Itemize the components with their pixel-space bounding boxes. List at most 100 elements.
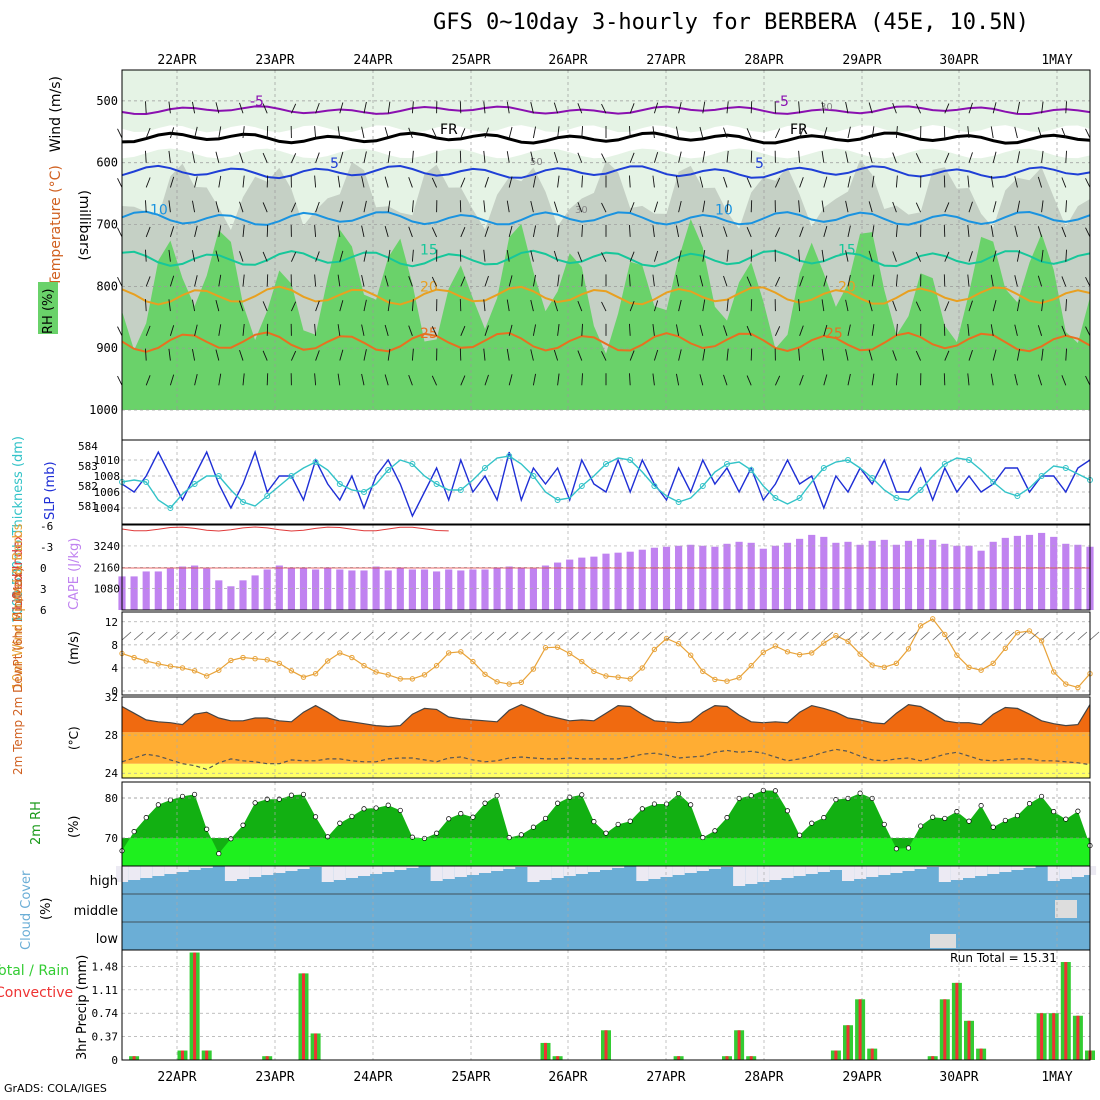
wind-barb	[868, 201, 873, 213]
wind-barb	[242, 274, 245, 287]
wind-barb	[218, 126, 222, 139]
wind-barb	[1061, 127, 1067, 139]
wind-barb	[726, 348, 729, 361]
wind-barb	[194, 374, 198, 386]
cape-bar	[989, 541, 997, 610]
wind-barb	[530, 151, 534, 163]
cape-bar	[638, 549, 646, 610]
precip-convective-bar	[1040, 1013, 1044, 1060]
pressure-axis-label: (millibars)	[76, 190, 92, 261]
wind-barb	[530, 349, 534, 361]
wind-barb	[746, 375, 752, 386]
wind-barb	[581, 323, 583, 336]
rh-point	[506, 835, 512, 841]
wind-speed-point	[542, 645, 549, 651]
wind-speed-point	[688, 652, 694, 658]
date-label-top: 29APR	[842, 53, 881, 68]
isotherm-label: 20	[420, 280, 438, 296]
wind-barb-10m	[799, 631, 809, 641]
wind-barb	[532, 175, 537, 188]
wind-barb	[823, 226, 828, 238]
wind-speed-point	[131, 654, 137, 661]
wind-barb	[1085, 227, 1091, 238]
wind-barb	[746, 128, 752, 139]
wind-barb	[652, 225, 655, 237]
wind-barb	[483, 150, 486, 163]
wind-barb	[168, 150, 171, 163]
wind-barb	[845, 299, 849, 312]
rh-point	[676, 791, 682, 797]
dew-base-fill	[122, 763, 1090, 778]
rh-point	[869, 795, 875, 801]
cape-bar	[493, 567, 501, 610]
wind-barb	[530, 102, 534, 114]
wind-barb	[314, 175, 317, 188]
cloud-clear-high	[345, 866, 358, 878]
wind-barb	[845, 151, 849, 163]
lifted-index-axis-label: Lifted Index	[11, 533, 26, 610]
wind-barb-10m	[194, 631, 204, 641]
temp-line	[121, 703, 1091, 728]
cape-bar	[953, 545, 961, 610]
wind-barb	[460, 128, 466, 139]
wind-speed-point	[288, 668, 295, 674]
wind-barb	[992, 201, 997, 213]
wind-barb-10m	[412, 631, 422, 641]
cape-bar	[215, 580, 223, 610]
wind-barb	[314, 373, 317, 386]
wind-barb	[581, 373, 583, 386]
wind-barb	[408, 177, 413, 188]
wind-barb	[895, 175, 898, 188]
wind-barb	[702, 151, 706, 163]
wind-barb	[315, 152, 320, 163]
rh-high-area	[122, 219, 1090, 410]
wind-barb	[262, 152, 268, 163]
cloud-clear-high	[333, 866, 346, 880]
date-label-bottom: 28APR	[744, 1070, 783, 1085]
wind-barb	[723, 374, 728, 386]
wind-speed-point	[300, 674, 307, 680]
wind-barb	[1037, 176, 1043, 188]
thickness-point	[457, 487, 464, 493]
wind-speed-point	[930, 616, 936, 622]
rh-point	[966, 818, 972, 824]
wind-barb	[484, 226, 489, 238]
wind-barb-10m	[642, 631, 652, 641]
cloud-clear-high	[237, 866, 250, 879]
credit-text: GrADS: COLA/IGES	[4, 1082, 107, 1095]
wind-barb-10m	[230, 631, 241, 641]
cape-bar	[1001, 537, 1009, 610]
precip-convective-bar	[870, 1048, 874, 1060]
wind-speed-point	[1075, 684, 1081, 691]
wind-speed-point	[494, 679, 500, 685]
rh-point	[482, 800, 488, 806]
wind-barb	[553, 250, 559, 262]
date-label-bottom: 22APR	[157, 1070, 196, 1085]
wind-barb	[1065, 299, 1067, 312]
wind-barb	[892, 152, 897, 163]
wind-barb	[798, 200, 801, 213]
wind-barb	[675, 373, 680, 386]
temp-fill	[122, 704, 1090, 733]
wind-barb	[726, 249, 729, 262]
wind-barb-10m	[170, 631, 180, 641]
rh-point	[446, 816, 452, 822]
wind-barb-10m	[266, 631, 277, 641]
cloud-clear-high	[382, 866, 395, 872]
date-label-top: 27APR	[646, 53, 685, 68]
cloud-clear-high	[140, 866, 153, 878]
wind-barb	[678, 102, 682, 114]
wind-barb	[892, 102, 897, 114]
cloud-clear-high	[600, 866, 613, 870]
cape-axis-label: CAPE (J/kg)	[67, 538, 82, 610]
wind-barb	[821, 101, 825, 114]
cloud-clear-high	[1011, 866, 1024, 870]
precip-convective-bar	[193, 952, 197, 1060]
precip-tick-label: 1.48	[92, 960, 119, 973]
cloud-clear-high	[733, 866, 746, 886]
wind-speed-point	[748, 662, 754, 669]
rh-point	[155, 802, 161, 808]
cloud-clear-high	[854, 866, 867, 879]
wind-barb	[191, 250, 196, 262]
rh-tick-label: 70	[105, 832, 118, 845]
